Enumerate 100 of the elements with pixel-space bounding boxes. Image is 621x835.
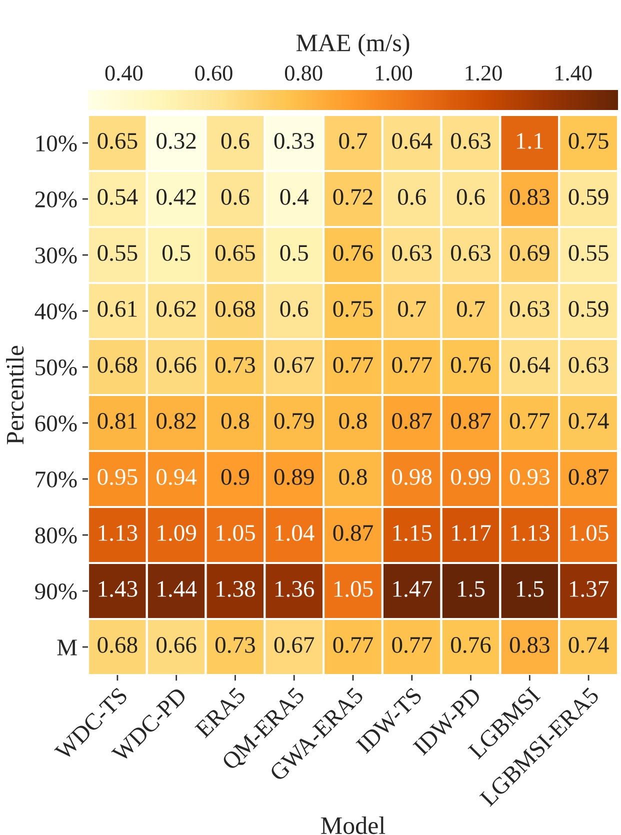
data-label: 0.32 xyxy=(156,132,196,150)
data-label: 0.59 xyxy=(568,300,608,318)
data-label: 0.65 xyxy=(215,244,255,262)
data-label: 0.64 xyxy=(392,132,432,150)
data-label: 1.37 xyxy=(570,581,609,598)
data-label: 1.5 xyxy=(516,581,544,598)
data-label: 0.63 xyxy=(451,132,491,150)
data-label: 0.5 xyxy=(280,244,308,262)
data-label: 0.64 xyxy=(510,356,550,374)
data-label: 1.05 xyxy=(570,524,608,542)
data-label: 0.55 xyxy=(568,244,608,262)
data-label: 0.87 xyxy=(568,468,609,486)
y-tick-label: 90% xyxy=(35,583,77,600)
data-label: 1.13 xyxy=(98,525,138,542)
data-label: 0.33 xyxy=(274,132,314,150)
data-label: 0.68 xyxy=(215,300,255,318)
data-label: 0.63 xyxy=(451,244,491,262)
data-label: 0.68 xyxy=(98,636,138,654)
data-label: 1.38 xyxy=(216,580,255,598)
color-bar-label: 1.00 xyxy=(376,66,412,81)
data-label: 0.77 xyxy=(510,412,550,430)
data-label: 0.6 xyxy=(456,188,485,206)
data-label: 0.54 xyxy=(98,188,138,206)
data-label: 0.81 xyxy=(98,412,137,430)
data-label: 0.77 xyxy=(392,636,432,654)
data-label: 0.8 xyxy=(339,468,367,486)
data-label: 0.5 xyxy=(162,244,190,262)
data-label: 0.8 xyxy=(339,412,367,430)
data-label: 0.6 xyxy=(221,132,250,150)
x-axis-title: Model xyxy=(321,816,386,834)
y-tick-label: 40% xyxy=(34,303,77,320)
data-label: 0.67 xyxy=(274,356,314,374)
data-label: 0.74 xyxy=(568,636,609,654)
data-label: 0.7 xyxy=(398,300,426,318)
y-tick-label: 10% xyxy=(36,135,77,152)
data-label: 0.95 xyxy=(98,468,138,486)
data-label: 0.77 xyxy=(392,356,432,374)
data-label: 0.55 xyxy=(98,244,138,262)
data-label: 0.82 xyxy=(156,412,196,430)
y-tick-label: 60% xyxy=(35,415,77,432)
color-bar-label: 1.40 xyxy=(556,66,592,81)
data-label: 0.63 xyxy=(568,356,608,374)
data-label: 0.62 xyxy=(156,300,196,318)
data-label: 0.73 xyxy=(215,356,255,374)
data-label: 1.17 xyxy=(452,525,491,542)
color-bar-label: 0.40 xyxy=(105,66,143,81)
data-label: 0.7 xyxy=(456,300,485,318)
data-label: 0.94 xyxy=(156,468,197,486)
data-label: 0.74 xyxy=(568,412,609,430)
y-tick-label: M xyxy=(57,640,77,656)
data-label: 0.67 xyxy=(274,636,314,654)
data-label: 1.04 xyxy=(276,524,314,542)
data-label: 1.05 xyxy=(334,580,373,598)
data-label: 0.73 xyxy=(215,636,255,654)
data-label: 0.76 xyxy=(451,636,491,654)
data-label: 0.4 xyxy=(280,188,308,206)
y-tick-label: 50% xyxy=(36,359,77,376)
data-label: 0.99 xyxy=(451,468,490,486)
y-tick-label: 70% xyxy=(36,471,77,488)
data-label: 0.6 xyxy=(221,188,250,206)
data-label: 0.8 xyxy=(221,412,250,430)
data-label: 0.66 xyxy=(156,636,196,654)
data-label: 0.72 xyxy=(333,188,372,206)
color-bar-title: MAE (m/s) xyxy=(296,34,410,56)
data-label: 0.42 xyxy=(156,188,196,206)
data-label: 0.7 xyxy=(339,132,368,150)
data-label: 0.69 xyxy=(510,244,550,262)
color-bar-label: 1.20 xyxy=(466,66,502,81)
data-label: 0.66 xyxy=(156,356,196,374)
data-label: 1.09 xyxy=(158,524,196,542)
data-label: 1.36 xyxy=(276,581,314,598)
data-label: 0.83 xyxy=(510,188,550,206)
data-label: 0.76 xyxy=(451,356,491,374)
data-label: 0.83 xyxy=(510,636,550,654)
data-label: 0.6 xyxy=(280,300,308,318)
data-label: 0.68 xyxy=(98,356,138,374)
data-label: 0.98 xyxy=(392,468,432,486)
data-label: 0.6 xyxy=(398,188,426,206)
data-label: 1.1 xyxy=(516,133,544,150)
data-label: 0.87 xyxy=(333,524,373,542)
data-label: 0.59 xyxy=(568,188,608,206)
data-label: 1.47 xyxy=(393,581,432,598)
data-label: 0.75 xyxy=(333,300,373,318)
color-bar-label: 0.80 xyxy=(284,66,322,81)
data-label: 0.93 xyxy=(510,468,550,486)
data-label: 0.89 xyxy=(274,468,314,486)
data-label: 0.87 xyxy=(451,412,491,430)
data-label: 1.5 xyxy=(458,581,485,598)
y-tick-label: 80% xyxy=(35,527,77,544)
data-label: 0.77 xyxy=(333,636,373,654)
y-tick-label: 20% xyxy=(35,191,77,208)
data-label: 0.79 xyxy=(274,412,314,430)
data-label: 0.76 xyxy=(333,244,373,262)
data-label: 1.43 xyxy=(98,581,138,598)
data-label: 0.63 xyxy=(392,244,432,262)
data-label: 0.65 xyxy=(98,132,138,150)
data-label: 1.13 xyxy=(511,525,550,542)
data-label: 1.05 xyxy=(216,524,255,542)
data-label: 0.63 xyxy=(510,300,550,318)
y-axis-title: Percentile xyxy=(6,346,24,444)
